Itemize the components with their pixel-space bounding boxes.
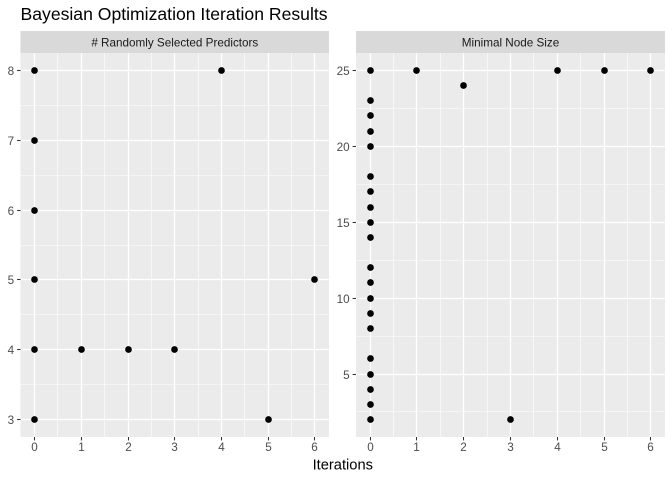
svg-text:4: 4 [554,441,561,454]
svg-text:4: 4 [8,344,15,357]
svg-text:10: 10 [337,293,351,306]
svg-text:Iterations: Iterations [313,458,373,474]
svg-text:3: 3 [507,441,514,454]
svg-text:7: 7 [8,135,15,148]
svg-text:0: 0 [367,441,374,454]
svg-text:25: 25 [337,65,351,78]
svg-text:3: 3 [171,441,178,454]
svg-text:20: 20 [337,141,351,154]
svg-text:6: 6 [8,205,15,218]
svg-text:6: 6 [311,441,318,454]
svg-text:0: 0 [31,441,38,454]
svg-text:5: 5 [601,441,608,454]
svg-text:1: 1 [413,441,420,454]
svg-text:15: 15 [337,217,351,230]
svg-text:3: 3 [8,414,15,427]
svg-text:2: 2 [460,441,467,454]
svg-text:5: 5 [265,441,272,454]
svg-text:5: 5 [8,274,15,287]
svg-text:6: 6 [647,441,654,454]
svg-text:Bayesian Optimization Iteratio: Bayesian Optimization Iteration Results [21,4,328,24]
svg-text:# Randomly Selected Predictors: # Randomly Selected Predictors [91,36,258,49]
svg-text:5: 5 [343,369,350,382]
svg-text:1: 1 [78,441,85,454]
svg-text:8: 8 [8,65,15,78]
svg-text:4: 4 [218,441,225,454]
svg-text:Minimal Node Size: Minimal Node Size [462,36,559,49]
svg-text:2: 2 [125,441,132,454]
